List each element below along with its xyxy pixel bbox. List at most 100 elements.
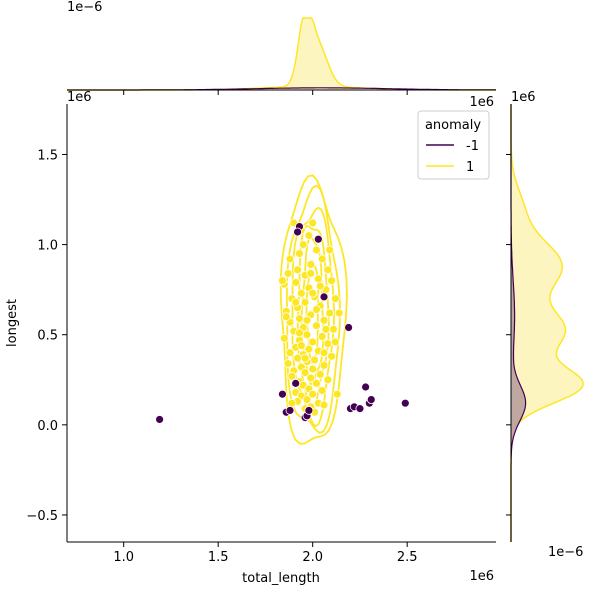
legend-title: anomaly <box>425 118 481 133</box>
point-normal <box>310 355 319 365</box>
point-anomaly <box>319 292 329 302</box>
point-normal <box>329 324 338 334</box>
y-tick-label: −0.5 <box>26 509 58 524</box>
point-normal <box>302 330 312 340</box>
legend-label-anomaly: -1 <box>466 139 479 154</box>
point-normal <box>278 276 287 286</box>
point-normal <box>317 254 327 264</box>
point-normal <box>312 378 321 388</box>
point-normal <box>312 245 321 255</box>
point-normal <box>298 240 308 249</box>
point-anomaly <box>285 406 295 415</box>
point-normal <box>327 351 336 361</box>
point-normal <box>330 294 340 304</box>
point-normal <box>308 389 318 399</box>
x-axis-label: total_length <box>242 571 320 586</box>
point-normal <box>283 359 293 368</box>
point-normal <box>317 386 327 395</box>
point-normal <box>302 395 312 405</box>
point-anomaly <box>278 389 287 399</box>
point-normal <box>325 245 335 255</box>
point-anomaly <box>344 323 353 332</box>
x-axis-ticks: 1.0 1.5 2.0 2.5 <box>113 542 418 565</box>
right-top-offset-label: 1e6 <box>469 95 494 110</box>
point-normal <box>334 308 344 318</box>
point-normal <box>312 321 321 331</box>
y-tick-label: 1.0 <box>37 239 58 254</box>
point-normal <box>291 278 301 287</box>
point-normal <box>319 360 329 370</box>
point-anomaly <box>155 415 165 424</box>
point-normal <box>304 231 314 240</box>
y-tick-label: 0.5 <box>37 329 58 344</box>
point-normal <box>306 260 316 269</box>
top-density-fill <box>67 18 496 90</box>
point-anomaly <box>293 227 302 237</box>
y-tick-label: 1.5 <box>37 148 58 163</box>
point-normal <box>325 308 335 318</box>
point-normal <box>308 288 318 298</box>
top-marginal-offset-label: 1e−6 <box>67 0 102 15</box>
main-plot: 1.0 1.5 2.0 2.5 −0.5 0.0 0.5 1.0 1.5 total_leng… <box>5 90 536 586</box>
point-normal <box>308 364 318 374</box>
right-marginal-offset-label: 1e−6 <box>548 545 583 560</box>
point-normal <box>323 339 333 349</box>
point-normal <box>313 274 323 284</box>
point-anomaly <box>313 234 323 244</box>
point-anomaly <box>291 378 301 388</box>
point-anomaly <box>400 398 410 408</box>
right-marginal: 1e−6 <box>506 104 584 560</box>
point-normal <box>321 324 331 334</box>
point-normal <box>300 368 310 377</box>
x-tick-label: 2.0 <box>302 550 323 565</box>
right-marginal-top-label: 1e6 <box>511 90 536 105</box>
legend-label-normal: 1 <box>466 160 474 175</box>
series-normal-points <box>278 218 344 417</box>
point-normal <box>295 328 304 338</box>
point-normal <box>319 315 329 325</box>
x-tick-label: 1.0 <box>113 550 134 565</box>
top-density-line <box>67 17 496 91</box>
top-marginal: 1e−6 <box>67 0 496 95</box>
x-tick-label: 2.5 <box>397 550 418 565</box>
point-normal <box>287 398 297 408</box>
point-anomaly <box>304 406 314 415</box>
legend: anomaly -1 1 <box>417 110 490 180</box>
point-normal <box>296 341 306 350</box>
point-normal <box>300 297 310 307</box>
point-anomaly <box>366 395 376 405</box>
point-normal <box>308 337 318 347</box>
x-offset-label: 1e6 <box>469 569 494 584</box>
point-normal <box>283 269 293 278</box>
point-normal <box>302 315 312 325</box>
point-normal <box>300 353 310 363</box>
point-normal <box>279 333 289 343</box>
point-normal <box>327 276 336 286</box>
point-normal <box>330 337 340 347</box>
point-normal <box>308 218 318 228</box>
right-density-fill <box>511 104 583 542</box>
point-normal <box>304 344 314 354</box>
point-normal <box>315 281 325 291</box>
point-normal <box>323 375 333 385</box>
point-normal <box>291 297 301 307</box>
series-anomaly-points <box>155 222 410 424</box>
point-normal <box>281 312 291 322</box>
point-normal <box>319 400 329 410</box>
kde-contour <box>279 174 348 445</box>
point-normal <box>306 269 316 278</box>
point-normal <box>332 389 342 399</box>
y-axis-label: longest <box>5 299 20 347</box>
top-marginal-ticks <box>123 90 408 95</box>
point-normal <box>287 371 297 381</box>
point-normal <box>317 332 327 341</box>
point-normal <box>293 353 302 363</box>
point-normal <box>295 249 304 259</box>
point-normal <box>306 373 316 383</box>
point-normal <box>323 265 333 275</box>
point-normal <box>315 369 325 379</box>
point-normal <box>285 348 295 358</box>
y-tick-label: 0.0 <box>37 419 58 434</box>
x-tick-label: 1.5 <box>208 550 229 565</box>
